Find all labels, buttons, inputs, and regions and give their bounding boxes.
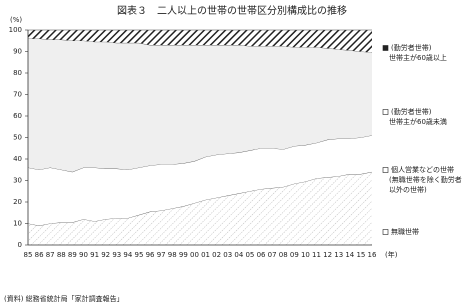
- x-tick-label: 03: [223, 251, 232, 259]
- x-tick-label: 95: [135, 251, 144, 259]
- x-tick-label: 94: [123, 251, 132, 259]
- x-tick-label: 09: [290, 251, 299, 259]
- y-tick-label: 70: [13, 91, 22, 99]
- x-axis-label: (年): [385, 250, 398, 259]
- y-tick-label: 90: [13, 48, 22, 56]
- x-tick-label: 99: [179, 251, 188, 259]
- legend-label: 以外の世帯): [389, 185, 427, 194]
- x-tick-label: 90: [79, 251, 88, 259]
- x-tick-label: 12: [323, 251, 332, 259]
- x-tick-label: 00: [190, 251, 199, 259]
- y-axis-label: (%): [10, 16, 22, 24]
- x-tick-label: 06: [257, 251, 266, 259]
- x-tick-label: 87: [46, 251, 55, 259]
- legend-label: 世帯主が60歳未満: [389, 117, 447, 126]
- x-tick-label: 97: [157, 251, 166, 259]
- legend-marker: [382, 45, 389, 51]
- area: [28, 30, 372, 53]
- x-tick-label: 04: [234, 251, 243, 259]
- x-tick-label: 10: [301, 251, 310, 259]
- x-tick-label: 15: [356, 251, 365, 259]
- x-tick-label: 16: [368, 251, 377, 259]
- x-tick-label: 92: [101, 251, 110, 259]
- legend-label: 無職世帯: [391, 227, 419, 236]
- x-tick-label: 11: [312, 251, 321, 259]
- y-tick-label: 80: [13, 69, 22, 77]
- y-tick-label: 40: [13, 155, 22, 163]
- legend-label: 世帯主が60歳以上: [389, 53, 447, 62]
- legend-marker: [382, 229, 389, 235]
- x-tick-label: 01: [201, 251, 210, 259]
- x-tick-label: 89: [68, 251, 77, 259]
- y-tick-label: 60: [13, 112, 22, 120]
- y-tick-label: 30: [13, 177, 22, 185]
- x-tick-label: 96: [146, 251, 155, 259]
- y-tick-label: 100: [9, 26, 22, 34]
- area: [28, 38, 372, 172]
- x-tick-label: 98: [168, 251, 177, 259]
- x-tick-label: 14: [345, 251, 354, 259]
- x-tick-label: 91: [90, 251, 99, 259]
- y-tick-label: 20: [13, 198, 22, 206]
- y-tick-label: 50: [13, 134, 22, 142]
- legend-label: (勤労者世帯): [391, 43, 432, 52]
- x-tick-label: 85: [24, 251, 33, 259]
- x-tick-label: 13: [334, 251, 343, 259]
- x-tick-label: 08: [279, 251, 288, 259]
- x-tick-label: 07: [268, 251, 277, 259]
- legend-label: 個人営業などの世帯: [391, 165, 454, 174]
- x-tick-label: 05: [245, 251, 254, 259]
- y-tick-label: 0: [18, 241, 22, 249]
- chart-title: 図表３ 二人以上の世帯の世帯区分別構成比の推移: [117, 4, 347, 17]
- y-tick-label: 10: [13, 220, 22, 228]
- x-tick-label: 02: [212, 251, 221, 259]
- area: [28, 171, 372, 245]
- legend-label: (勤労者世帯): [391, 107, 432, 116]
- area: [28, 135, 372, 226]
- source: (資料) 総務省統計局「家計調査報告」: [4, 294, 124, 303]
- x-tick-label: 86: [35, 251, 44, 259]
- legend-label: (無職世帯を除く勤労者: [389, 175, 462, 184]
- legend-marker: [382, 167, 389, 173]
- x-tick-label: 88: [57, 251, 66, 259]
- legend-marker: [382, 109, 389, 115]
- x-tick-label: 93: [112, 251, 121, 259]
